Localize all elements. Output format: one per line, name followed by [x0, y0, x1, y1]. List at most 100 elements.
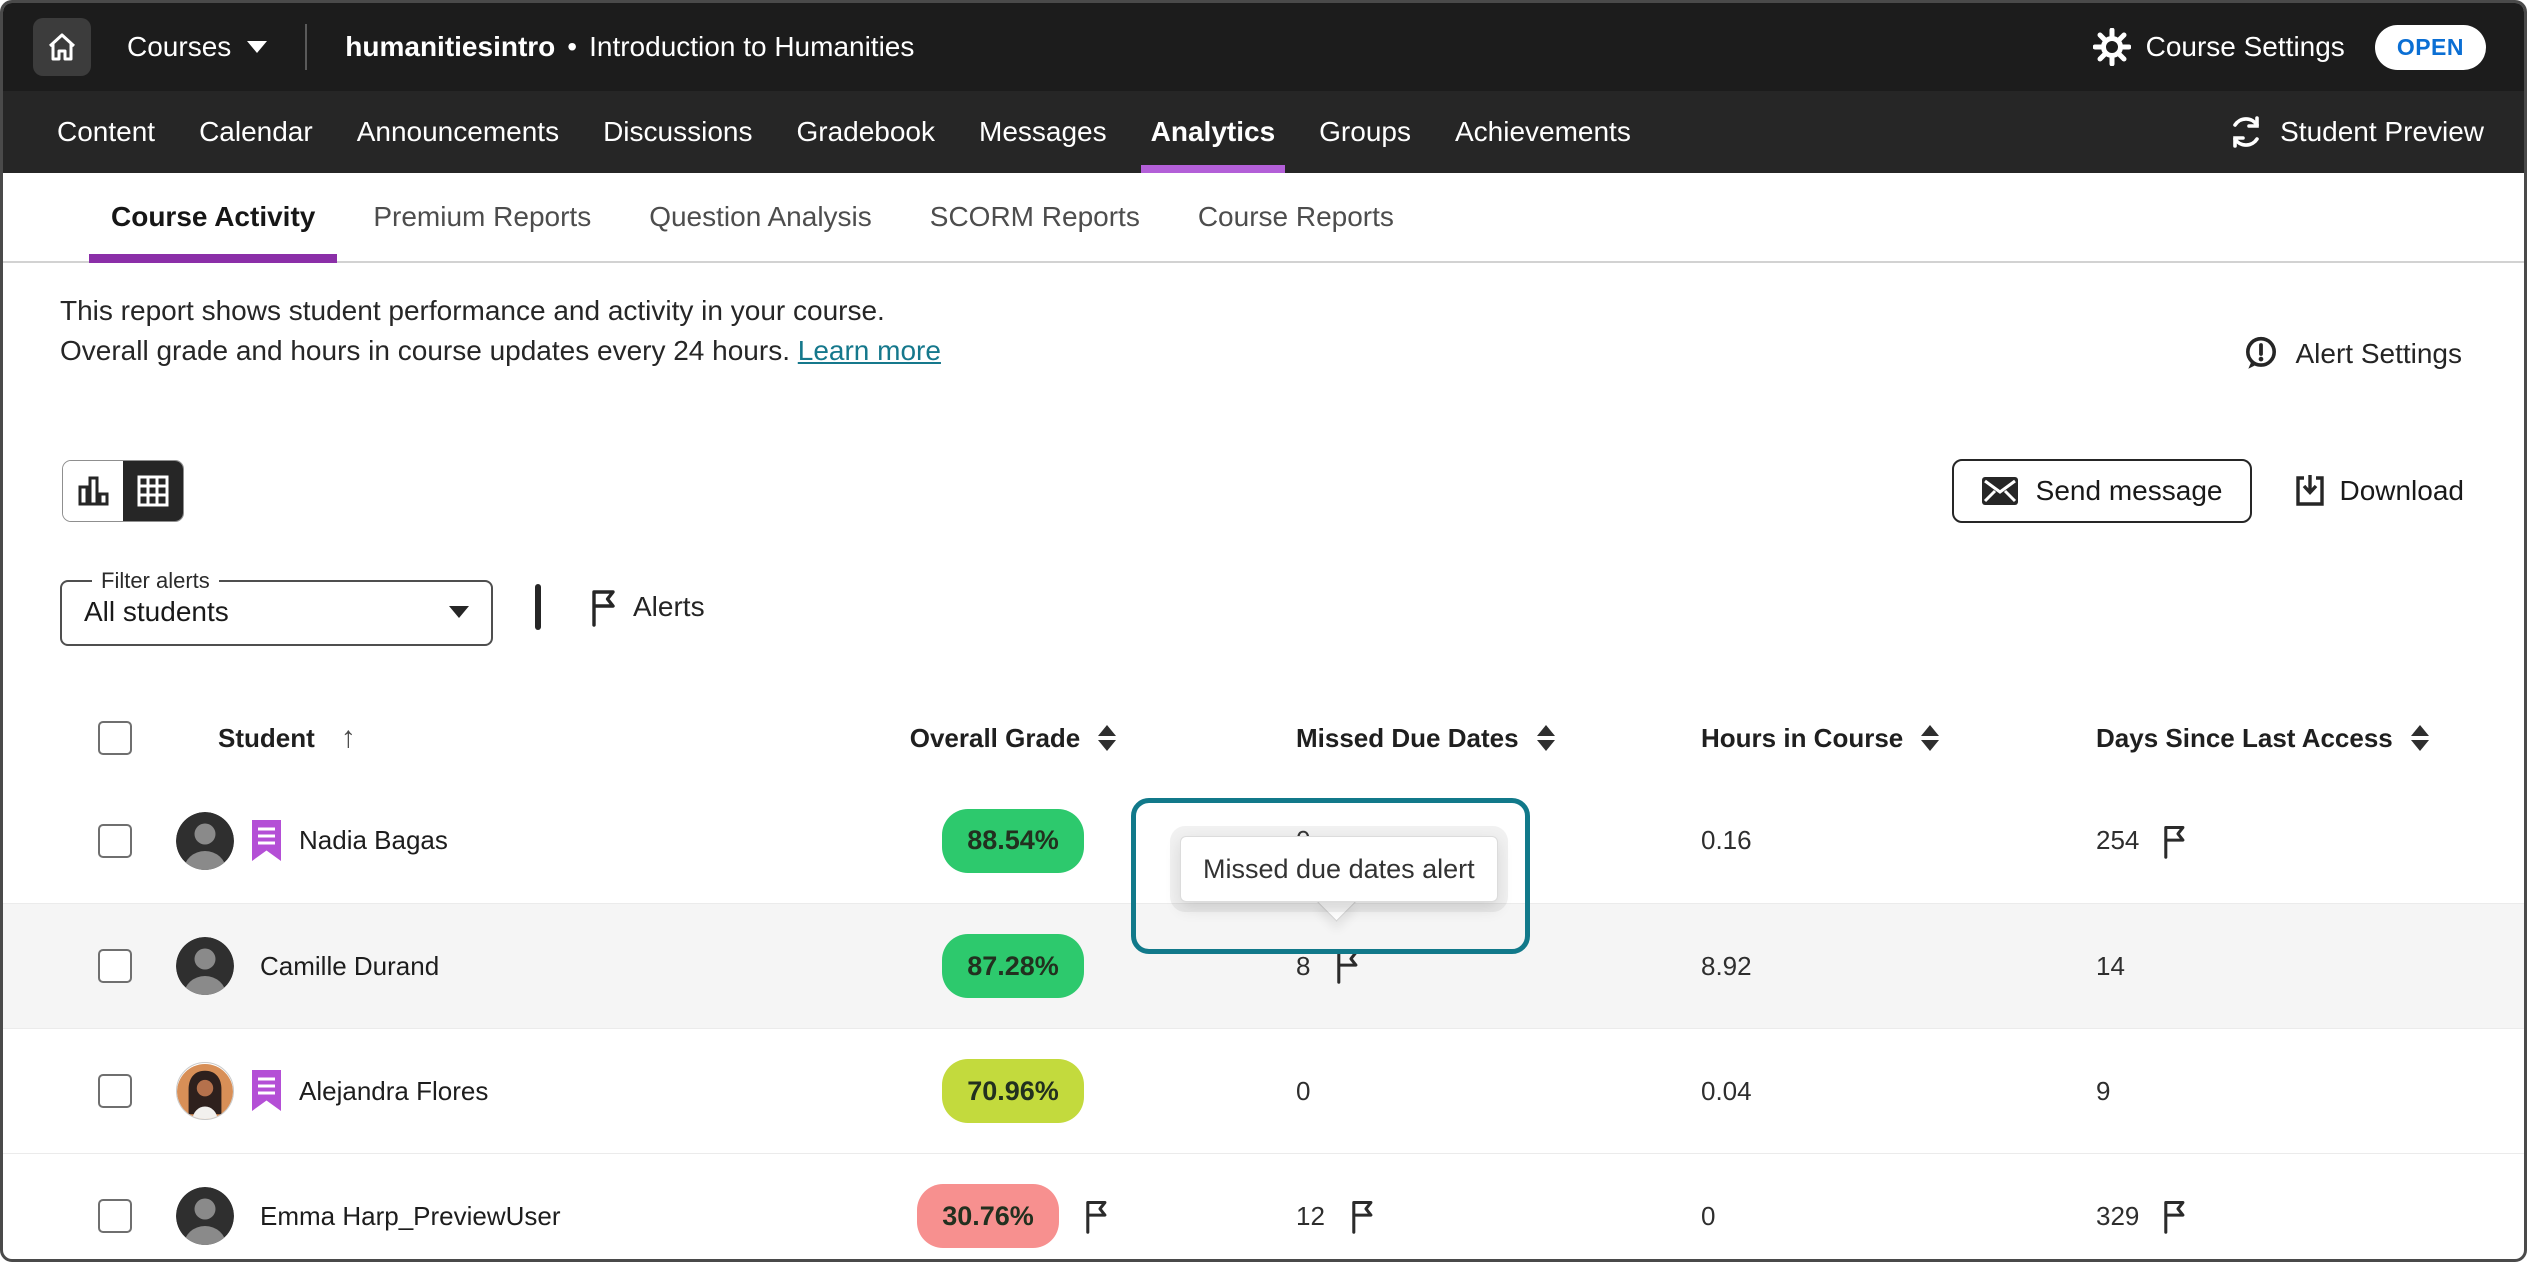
subtab-scorm-reports[interactable]: SCORM Reports — [929, 201, 1140, 232]
nav-tab-announcements[interactable]: Announcements — [356, 116, 560, 147]
col-overall-grade[interactable]: Overall Grade — [843, 723, 1183, 754]
student-preview-button[interactable]: Student Preview — [2228, 91, 2484, 173]
download-button[interactable]: Download — [2294, 474, 2464, 508]
days-since-last-access-value: 9 — [2096, 1075, 2111, 1106]
hours-in-course-value: 0.16 — [1701, 825, 1752, 855]
open-status-badge[interactable]: OPEN — [2374, 24, 2486, 70]
alert-flag-icon — [592, 590, 615, 627]
course-settings-button[interactable]: Course Settings — [2092, 28, 2345, 66]
download-tray-icon — [2296, 475, 2325, 506]
envelope-icon — [1981, 477, 2018, 505]
students-table: Student ↑ Overall Grade Missed Due Dates… — [3, 698, 2524, 1259]
student-name[interactable]: Nadia Bagas — [299, 825, 448, 855]
nav-tab-gradebook[interactable]: Gradebook — [796, 116, 936, 147]
col-student[interactable]: Student ↑ — [218, 721, 356, 754]
report-description: This report shows student performance an… — [60, 291, 941, 373]
sort-icon[interactable] — [1098, 725, 1117, 751]
subtab-course-activity[interactable]: Course Activity — [89, 173, 338, 263]
report-description-line1: This report shows student performance an… — [60, 295, 885, 326]
sort-icon[interactable] — [1536, 725, 1555, 751]
title-separator: • — [567, 31, 578, 62]
nav-tabs: Content Calendar Announcements Discussions G… — [35, 91, 1653, 173]
accommodations-icon — [250, 819, 283, 863]
hours-in-course-value: 8.92 — [1701, 950, 1752, 981]
home-button[interactable] — [33, 18, 91, 76]
nav-tab-discussions[interactable]: Discussions — [603, 116, 753, 147]
send-message-button[interactable]: Send message — [1951, 459, 2253, 523]
bar-chart-icon — [78, 476, 109, 506]
view-toggle — [62, 460, 184, 522]
hours-in-course-value: 0 — [1701, 1200, 1716, 1231]
alert-flag-icon — [2164, 1200, 2185, 1234]
grade-pill: 30.76% — [917, 1184, 1059, 1248]
student-avatar — [176, 1062, 234, 1120]
col-missed-due-dates[interactable]: Missed Due Dates — [1183, 723, 1583, 754]
top-bar: Courses humanitiesintro • Introduction t… — [3, 3, 2524, 91]
subtab-premium-reports[interactable]: Premium Reports — [373, 201, 592, 232]
days-since-last-access-value: 14 — [2096, 950, 2125, 981]
alert-settings-label: Alert Settings — [2295, 338, 2462, 369]
student-name[interactable]: Emma Harp_PreviewUser — [260, 1200, 561, 1231]
table-body: Nadia Bagas 88.54% 0 0.16 254 Camille Durand 8… — [3, 778, 2524, 1259]
sort-icon[interactable] — [1921, 725, 1940, 751]
student-name[interactable]: Alejandra Flores — [299, 1075, 489, 1106]
hours-in-course-value: 0.04 — [1701, 1075, 1752, 1106]
row-checkbox[interactable] — [98, 949, 132, 983]
student-name[interactable]: Camille Durand — [260, 950, 440, 981]
row-checkbox[interactable] — [98, 1074, 132, 1108]
table-view-button[interactable] — [123, 461, 183, 521]
nav-tab-achievements[interactable]: Achievements — [1454, 116, 1631, 147]
select-all-checkbox[interactable] — [98, 721, 132, 755]
alerts-label-text: Alerts — [633, 591, 705, 622]
nav-tab-groups[interactable]: Groups — [1319, 116, 1411, 147]
alert-flag-icon — [1337, 950, 1358, 984]
learn-more-link[interactable]: Learn more — [797, 335, 941, 366]
days-since-last-access-value: 254 — [2096, 825, 2140, 855]
alert-settings-button[interactable]: Alert Settings — [2242, 335, 2462, 373]
col-hours-in-course[interactable]: Hours in Course — [1583, 723, 1973, 754]
report-description-line2: Overall grade and hours in course update… — [60, 335, 941, 366]
course-name: Introduction to Humanities — [589, 31, 915, 62]
student-avatar — [176, 811, 234, 870]
student-preview-refresh-icon — [2233, 116, 2259, 148]
alert-flag-icon — [1352, 1200, 1373, 1234]
grade-pill: 88.54% — [942, 808, 1084, 873]
nav-tab-messages[interactable]: Messages — [979, 116, 1107, 147]
col-days-since-last-access[interactable]: Days Since Last Access — [1973, 723, 2524, 754]
row-checkbox[interactable] — [98, 1199, 132, 1233]
subtab-question-analysis[interactable]: Question Analysis — [649, 201, 872, 232]
nav-tab-analytics[interactable]: Analytics — [1129, 91, 1298, 173]
sort-icon[interactable] — [2410, 725, 2429, 751]
course-code: humanitiesintro — [345, 31, 556, 62]
missed-due-dates-value: 0 — [1296, 1075, 1311, 1106]
filter-alerts-dropdown[interactable]: Filter alerts All students — [60, 568, 493, 646]
accommodations-icon — [250, 1069, 283, 1113]
filter-row: Filter alerts All students Alerts — [60, 568, 2524, 646]
subtab-course-reports[interactable]: Course Reports — [1197, 201, 1394, 232]
row-checkbox[interactable] — [98, 823, 132, 858]
courses-label: Courses — [127, 31, 232, 62]
sort-ascending-icon[interactable]: ↑ — [340, 721, 356, 754]
filter-alerts-label: Filter alerts — [101, 568, 210, 593]
table-header: Student ↑ Overall Grade Missed Due Dates… — [3, 698, 2524, 778]
download-label: Download — [2339, 475, 2464, 506]
chevron-down-icon — [449, 606, 469, 618]
toolbar-row: Send message Download — [3, 459, 2524, 523]
alerts-legend: Alerts — [587, 587, 705, 627]
nav-tab-calendar[interactable]: Calendar — [199, 116, 313, 147]
filter-alerts-value: All students — [84, 596, 229, 627]
grade-pill: 70.96% — [942, 1059, 1084, 1123]
chevron-down-icon — [247, 41, 268, 53]
table-row: Camille Durand 87.28% 8 8.92 14 — [3, 903, 2524, 1028]
chart-view-button[interactable] — [63, 461, 123, 521]
nav-tab-content[interactable]: Content — [57, 116, 156, 147]
topbar-divider — [305, 24, 308, 70]
courses-menu[interactable]: Courses — [127, 31, 268, 63]
missed-due-dates-tooltip: Missed due dates alert — [1180, 836, 1498, 902]
alert-bubble-icon — [2246, 336, 2277, 369]
course-title: humanitiesintro • Introduction to Humani… — [345, 31, 914, 63]
gear-icon — [2092, 28, 2131, 66]
filter-divider — [535, 584, 541, 630]
